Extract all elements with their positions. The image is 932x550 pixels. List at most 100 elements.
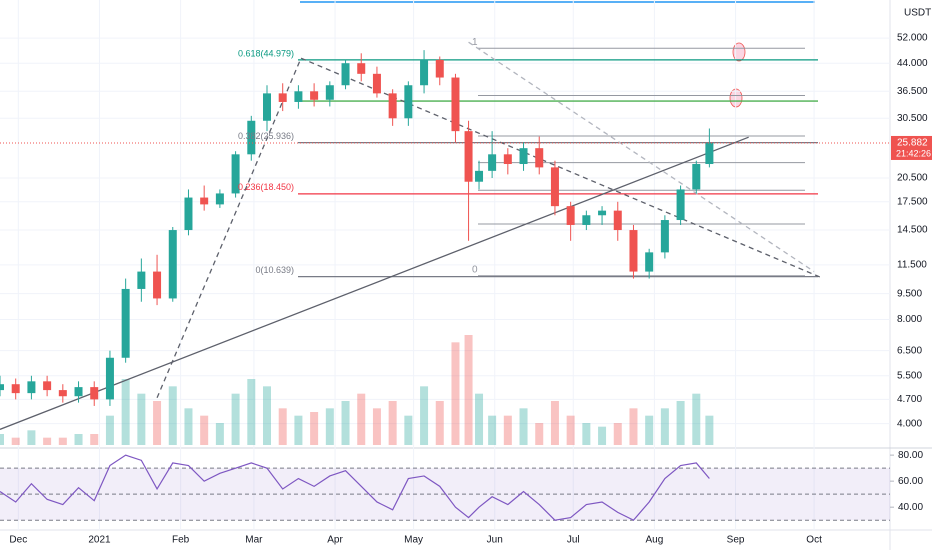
last-price-box	[891, 135, 932, 160]
candle-body	[215, 193, 224, 205]
volume-bar	[294, 415, 303, 445]
volume-bar	[705, 415, 714, 445]
shape-marker	[732, 42, 746, 62]
y-tick-label: 52.000	[897, 33, 928, 44]
volume-bar	[310, 412, 319, 445]
y-tick-label: 17.500	[897, 196, 928, 207]
fib-level-label: 0	[472, 264, 478, 275]
y-tick-label: 44.000	[897, 58, 928, 69]
volume-bar	[372, 408, 381, 445]
candle-body	[582, 215, 591, 225]
x-tick-label: 2021	[88, 535, 111, 546]
volume-bar	[660, 408, 669, 445]
countdown-label: 21:42:26	[896, 148, 931, 158]
fib-level-label: 0.382(25.936)	[238, 131, 294, 141]
fib-level-label: 1	[472, 37, 478, 48]
plot-layer	[0, 0, 890, 530]
candle-body	[43, 381, 52, 391]
volume-bar	[341, 401, 350, 445]
candle-body	[488, 154, 497, 171]
volume-bar	[247, 379, 256, 445]
candle-body	[475, 170, 484, 182]
candle-body	[566, 206, 575, 225]
volume-bar	[451, 342, 460, 445]
candle-body	[660, 220, 669, 253]
candle-body	[645, 252, 654, 272]
volume-bar	[692, 393, 701, 445]
volume-bar	[168, 386, 177, 445]
candle-body	[451, 77, 460, 132]
y-tick-label: 14.500	[897, 225, 928, 236]
candle-body	[357, 63, 366, 74]
candle-body	[341, 63, 350, 86]
y-tick-label: 20.500	[897, 173, 928, 184]
candle-body	[74, 387, 83, 397]
x-tick-label: Oct	[806, 535, 822, 546]
trendline	[156, 57, 302, 399]
candle-body	[105, 357, 114, 400]
candle-body	[0, 384, 4, 391]
candle-body	[137, 271, 146, 289]
candle-body	[692, 164, 701, 190]
volume-bar	[566, 415, 575, 445]
volume-bar	[58, 437, 67, 445]
volume-bar	[43, 437, 52, 445]
candle-body	[535, 148, 544, 168]
candle-body	[263, 93, 271, 121]
candle-body	[58, 390, 67, 397]
candle-body	[519, 148, 528, 165]
volume-bar	[629, 408, 638, 445]
candle-body	[121, 288, 130, 358]
trendline	[300, 57, 823, 279]
volume-bar	[153, 401, 162, 445]
volume-bar	[263, 386, 271, 445]
volume-bar	[475, 393, 484, 445]
candle-body	[613, 210, 622, 231]
candle-body	[153, 271, 162, 299]
volume-bar	[613, 423, 622, 445]
volume-bar	[11, 437, 20, 445]
candle-body	[705, 142, 714, 165]
volume-bar	[676, 401, 685, 445]
volume-bar	[435, 401, 444, 445]
y-tick-label: 6.500	[897, 345, 922, 356]
volume-bar	[464, 335, 473, 445]
candle-body	[11, 384, 20, 394]
rsi-tick-label: 40.00	[898, 502, 923, 513]
x-tick-label: Dec	[9, 535, 27, 546]
quote-unit: USDT	[904, 8, 931, 19]
volume-bar	[645, 415, 654, 445]
volume-bar	[121, 379, 130, 445]
x-tick-label: Jun	[487, 535, 503, 546]
volume-bar	[90, 434, 99, 445]
volume-bar	[184, 408, 193, 445]
fib-level-label: 0.618(44.979)	[238, 48, 294, 58]
rsi-tick-label: 60.00	[898, 476, 923, 487]
candle-body	[168, 230, 177, 299]
volume-bar	[0, 434, 4, 445]
volume-bar	[215, 423, 224, 445]
y-tick-label: 30.500	[897, 113, 928, 124]
y-tick-label: 4.700	[897, 394, 922, 405]
x-tick-label: May	[404, 535, 423, 546]
volume-bar	[503, 415, 512, 445]
last-price-label: 25.882	[897, 138, 928, 149]
volume-bar	[231, 393, 240, 445]
candle-body	[90, 387, 99, 400]
fib-level-label: 0.236(18.450)	[238, 182, 294, 192]
candle-body	[503, 154, 512, 165]
x-tick-label: Mar	[245, 535, 263, 546]
candle-body	[247, 120, 256, 155]
volume-bar	[598, 426, 607, 445]
x-tick-label: Sep	[727, 535, 745, 546]
volume-bar	[357, 393, 366, 445]
candle-body	[464, 131, 473, 182]
fib-level-label: 0(10.639)	[255, 265, 294, 275]
y-tick-label: 11.500	[897, 260, 927, 271]
volume-bar	[325, 408, 334, 445]
x-tick-label: Feb	[172, 535, 190, 546]
y-tick-label: 4.000	[897, 418, 922, 429]
volume-bar	[200, 415, 209, 445]
y-tick-label: 8.000	[897, 314, 922, 325]
